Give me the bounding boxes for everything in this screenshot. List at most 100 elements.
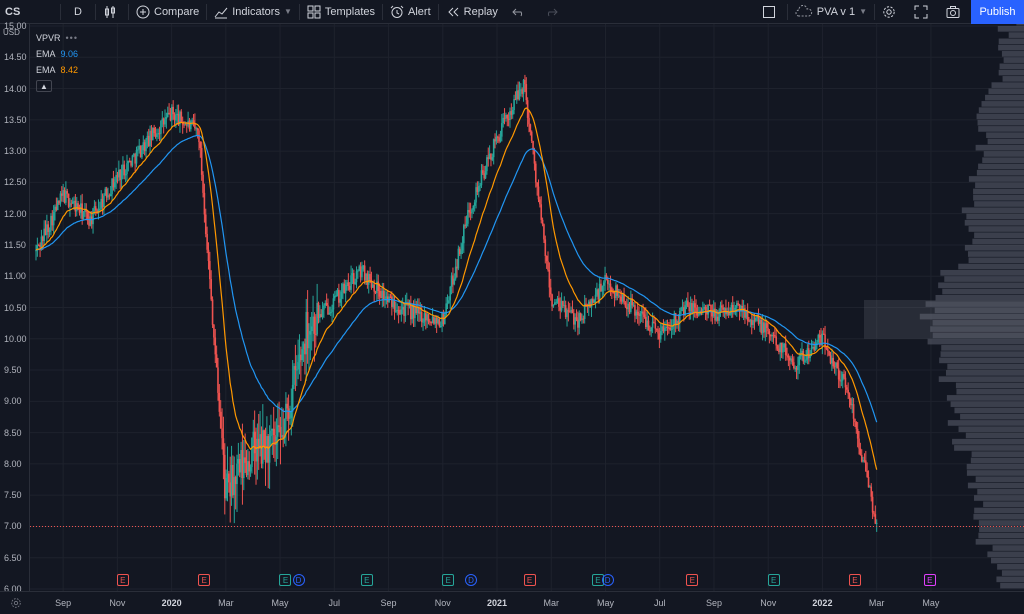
collapse-legend-button[interactable]: ▲ xyxy=(36,80,52,92)
candle-body xyxy=(812,347,814,349)
earnings-marker[interactable]: E xyxy=(116,574,129,586)
chart-type-button[interactable] xyxy=(96,0,128,24)
candle-body xyxy=(627,303,629,310)
candle-body xyxy=(554,302,556,305)
candle-body xyxy=(740,305,742,312)
candle-body xyxy=(865,460,867,471)
candle-body xyxy=(63,190,66,203)
volume-profile-bar xyxy=(955,382,1024,389)
candle-body xyxy=(403,306,405,316)
volume-profile-bar xyxy=(1008,32,1024,38)
candle-body xyxy=(551,294,553,307)
candle-body xyxy=(468,210,471,213)
redo-button[interactable] xyxy=(537,0,569,24)
candle-body xyxy=(582,318,585,320)
divider xyxy=(95,3,96,20)
templates-button[interactable]: Templates xyxy=(300,0,382,24)
candle-body xyxy=(721,305,723,308)
earnings-marker[interactable]: E xyxy=(198,574,211,586)
candle-body xyxy=(768,331,771,335)
volume-profile-bar xyxy=(991,82,1024,88)
candle-body xyxy=(791,358,794,363)
candle-body xyxy=(799,354,802,357)
candle-body xyxy=(638,315,640,317)
earnings-marker[interactable]: E xyxy=(279,574,292,586)
candle-body xyxy=(534,163,537,183)
earnings-marker[interactable]: E xyxy=(848,574,861,586)
candlestick-chart[interactable] xyxy=(30,24,1024,591)
more-options-icon[interactable]: ••• xyxy=(65,33,78,43)
divider xyxy=(382,3,384,20)
candle-body xyxy=(213,324,215,338)
publish-button[interactable]: Publish xyxy=(971,0,1024,24)
candle-body xyxy=(521,89,524,94)
price-axis[interactable]: USD 15.00 14.50 14.00 13.50 13.00 12.50 12.00 1… xyxy=(0,21,30,594)
candle-body xyxy=(490,153,492,160)
candle-body xyxy=(109,194,112,197)
gear-icon[interactable] xyxy=(10,597,22,609)
candle-body xyxy=(552,304,555,307)
candle-body xyxy=(646,320,648,328)
fullscreen-button[interactable] xyxy=(907,0,939,24)
alarm-clock-icon xyxy=(390,5,404,18)
candle-body xyxy=(139,145,142,158)
ema-legend-row-2[interactable]: EMA 8.42 xyxy=(36,62,78,78)
candle-body xyxy=(206,234,208,250)
ema-legend-row-1[interactable]: EMA 9.06 xyxy=(36,46,78,62)
earnings-marker[interactable]: E xyxy=(523,574,536,586)
fullscreen-layout-button[interactable] xyxy=(755,0,787,24)
candle-body xyxy=(128,160,131,162)
dividend-marker[interactable]: D xyxy=(601,574,614,586)
snapshot-button[interactable] xyxy=(939,0,971,24)
candle-body xyxy=(723,308,726,310)
candle-body xyxy=(695,307,697,312)
candle-body xyxy=(323,305,325,310)
earnings-marker[interactable]: E xyxy=(686,574,699,586)
earnings-marker[interactable]: E xyxy=(767,574,780,586)
symbol-search[interactable]: CS xyxy=(5,5,21,18)
earnings-marker[interactable]: E xyxy=(360,574,373,586)
interval-button[interactable]: D xyxy=(74,5,82,18)
alert-button[interactable]: Alert xyxy=(383,0,438,24)
candle-body xyxy=(621,294,624,302)
candle-body xyxy=(138,145,141,150)
candle-body xyxy=(829,355,832,364)
candle-body xyxy=(517,90,519,100)
candle-body xyxy=(424,313,427,321)
candle-body xyxy=(40,236,43,248)
vpvr-legend-row[interactable]: VPVR ••• xyxy=(36,30,78,46)
compare-button[interactable]: Compare xyxy=(129,0,206,24)
earnings-marker[interactable]: E xyxy=(442,574,455,586)
indicators-button[interactable]: Indicators ▼ xyxy=(207,0,299,24)
candle-body xyxy=(175,115,177,121)
candle-body xyxy=(821,333,824,345)
currency-label[interactable]: USD xyxy=(3,28,20,37)
dividend-marker[interactable]: D xyxy=(292,574,305,586)
settings-button[interactable] xyxy=(875,0,907,24)
candle-body xyxy=(570,309,572,312)
candle-body xyxy=(693,303,696,308)
candle-body xyxy=(169,114,172,121)
candle-body xyxy=(126,163,128,175)
replay-button[interactable]: Replay xyxy=(439,0,505,24)
candle-body xyxy=(420,312,423,323)
candle-body xyxy=(674,313,677,325)
dividend-marker[interactable]: D xyxy=(464,574,477,586)
time-axis[interactable]: Sep Nov 2020 Mar May Jul Sep Nov 2021 Mar May Jul Se… xyxy=(0,591,1024,614)
candle-body xyxy=(176,113,179,116)
candle-body xyxy=(715,316,718,321)
candle-body xyxy=(115,175,117,183)
candle-body xyxy=(684,305,686,315)
candle-body xyxy=(54,206,56,213)
candle-body xyxy=(711,311,714,317)
candle-body xyxy=(222,438,225,455)
earnings-marker[interactable]: E xyxy=(923,574,936,586)
candle-body xyxy=(316,302,318,335)
candle-body xyxy=(696,311,699,316)
indicator-legend: VPVR ••• EMA 9.06 EMA 8.42 ▲ xyxy=(36,30,78,92)
layout-selector[interactable]: PVA v 1 ▼ xyxy=(788,0,874,24)
undo-button[interactable] xyxy=(505,0,537,24)
candle-body xyxy=(772,334,775,336)
candle-body xyxy=(775,336,777,346)
price-tick-label: 11.00 xyxy=(4,271,26,282)
